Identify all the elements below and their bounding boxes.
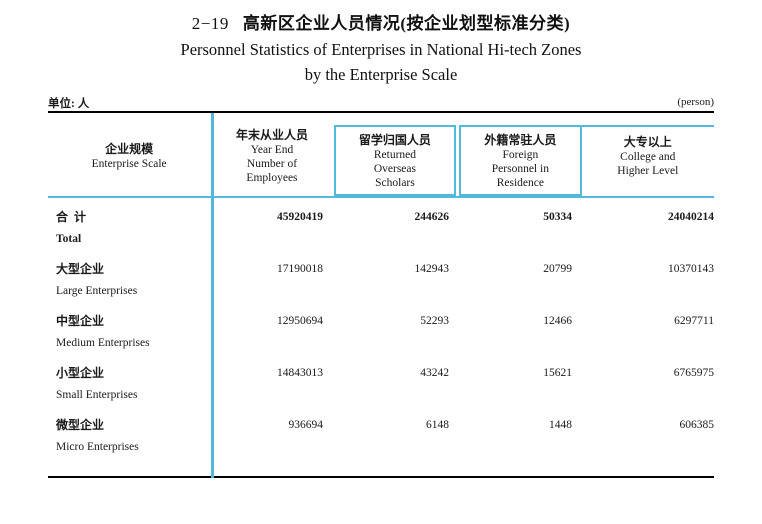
cell-foreign-personnel: 12466 (543, 315, 572, 327)
title-english-line2: by the Enterprise Scale (304, 65, 458, 84)
unit-label-english: (person) (677, 96, 714, 108)
cell-college-and-higher: 24040214 (668, 211, 714, 223)
column-header-en: Personnel in (491, 162, 549, 175)
cell-returned-overseas-scholars: 142943 (414, 263, 450, 275)
column-header-en: Year End (250, 143, 294, 156)
column-header-en: Number of (246, 157, 298, 170)
page-title: 2−19 高新区企业人员情况(按企业划型标准分类) Personnel Stati… (0, 0, 762, 86)
cell-year-end-employees: 12950694 (277, 315, 323, 327)
cell-year-end-employees: 936694 (288, 419, 324, 431)
row-label-cn: 中型企业 (56, 314, 105, 328)
row-label-en: Medium Enterprises (56, 337, 150, 349)
title-chinese-text: 高新区企业人员情况(按企业划型标准分类) (242, 14, 571, 33)
title-chinese: 2−19 高新区企业人员情况(按企业划型标准分类) (0, 12, 762, 36)
row-label-cn: 微型企业 (56, 418, 105, 432)
column-header-en: College and (620, 150, 676, 163)
cell-returned-overseas-scholars: 244626 (414, 211, 450, 223)
table-row: 小型企业 Small Enterprises 14843013 43242 15… (48, 362, 714, 414)
column-header-en: Returned (373, 148, 416, 161)
cell-foreign-personnel: 15621 (543, 367, 572, 379)
cell-college-and-higher: 6297711 (674, 315, 714, 327)
row-label-en: Large Enterprises (56, 285, 138, 297)
row-label: 小型企业 Small Enterprises (48, 362, 211, 406)
row-label-cn: 大型企业 (56, 262, 105, 276)
cell-college-and-higher: 6765975 (673, 367, 714, 379)
row-label-en: Micro Enterprises (56, 441, 139, 453)
cell-college-and-higher: 606385 (679, 419, 715, 431)
row-label: 合 计 Total (48, 206, 211, 250)
table-number: 2−19 (191, 14, 229, 33)
table-row: 中型企业 Medium Enterprises 12950694 52293 1… (48, 310, 714, 362)
table-body: 合 计 Total 45920419 244626 50334 24040214… (48, 198, 714, 478)
row-label: 大型企业 Large Enterprises (48, 258, 211, 302)
unit-row: 单位: 人 (person) (48, 95, 714, 111)
row-label: 微型企业 Micro Enterprises (48, 414, 211, 458)
header-bottom-rule (48, 195, 714, 198)
row-label: 中型企业 Medium Enterprises (48, 310, 211, 354)
column-header-cn: 留学归国人员 (358, 132, 431, 147)
column-header-en: Residence (496, 176, 544, 189)
title-english-line1: Personnel Statistics of Enterprises in N… (180, 40, 582, 59)
cell-foreign-personnel: 50334 (543, 211, 572, 223)
column-header-en: Enterprise Scale (91, 157, 167, 170)
cell-year-end-employees: 14843013 (277, 367, 323, 379)
table-row: 大型企业 Large Enterprises 17190018 142943 2… (48, 258, 714, 310)
cell-year-end-employees: 45920419 (277, 211, 323, 223)
column-header-cn: 企业规模 (105, 141, 154, 156)
column5-top-rule (581, 125, 714, 128)
cell-college-and-higher: 10370143 (668, 263, 714, 275)
column-divider-vertical (211, 113, 214, 478)
table-row: 微型企业 Micro Enterprises 936694 6148 1448 … (48, 414, 714, 466)
column-header-enterprise-scale: 企业规模 Enterprise Scale (48, 113, 210, 198)
row-label-en: Total (56, 233, 82, 245)
row-label-cn: 合 计 (56, 210, 87, 224)
cell-returned-overseas-scholars: 6148 (426, 419, 449, 431)
column-header-year-end-employees: 年末从业人员 Year End Number of Employees (210, 113, 333, 198)
cell-year-end-employees: 17190018 (277, 263, 323, 275)
column-header-returned-overseas-scholars: 留学归国人员 Returned Overseas Scholars (333, 125, 457, 196)
column-header-cn: 外籍常驻人员 (484, 132, 557, 147)
table-header: 企业规模 Enterprise Scale 年末从业人员 Year End Nu… (48, 113, 714, 198)
cell-returned-overseas-scholars: 43242 (420, 367, 449, 379)
statistics-table: 企业规模 Enterprise Scale 年末从业人员 Year End Nu… (48, 111, 714, 478)
row-label-en: Small Enterprises (56, 389, 138, 401)
column-header-en: Employees (246, 171, 298, 184)
cell-foreign-personnel: 1448 (549, 419, 572, 431)
row-label-cn: 小型企业 (56, 366, 105, 380)
column-header-en: Scholars (375, 176, 415, 189)
table-row: 合 计 Total 45920419 244626 50334 24040214 (48, 206, 714, 258)
unit-label-chinese: 单位: 人 (48, 98, 90, 110)
column-header-cn: 年末从业人员 (235, 127, 308, 142)
column-header-en: Foreign (502, 148, 539, 161)
column-header-foreign-personnel-in-residence: 外籍常驻人员 Foreign Personnel in Residence (459, 125, 582, 196)
cell-returned-overseas-scholars: 52293 (420, 315, 449, 327)
column-header-en: Overseas (373, 162, 416, 175)
column-header-cn: 大专以上 (623, 134, 672, 149)
cell-foreign-personnel: 20799 (543, 263, 572, 275)
column-header-college-and-higher-level: 大专以上 College and Higher Level (582, 113, 714, 198)
column-header-en: Higher Level (617, 164, 679, 177)
